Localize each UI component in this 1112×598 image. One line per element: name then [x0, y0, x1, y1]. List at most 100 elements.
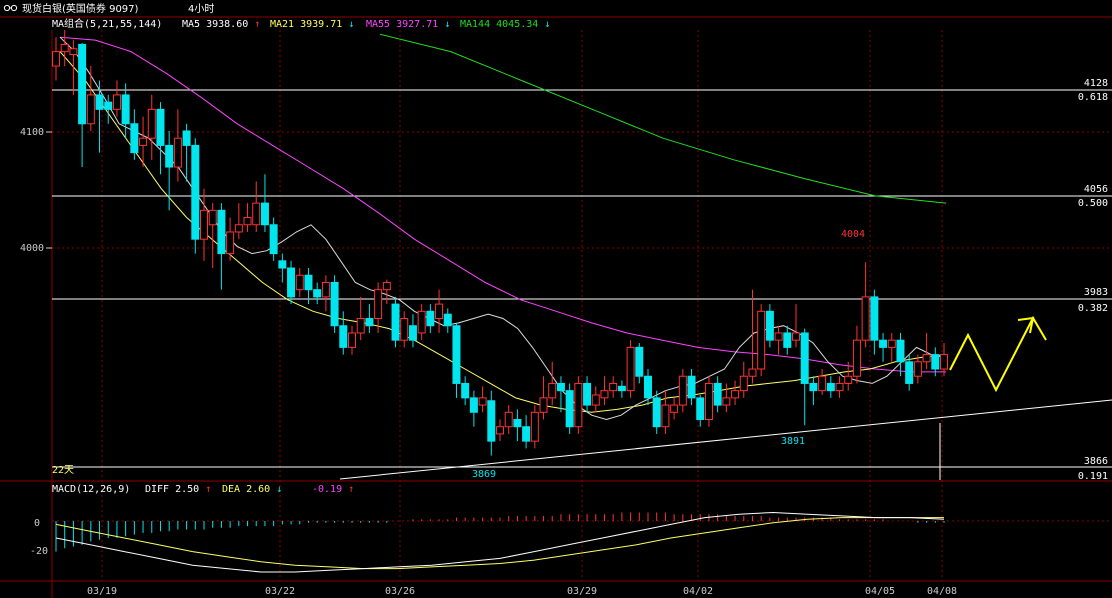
candle	[252, 181, 261, 232]
x-tick-0326: 03/26	[385, 586, 415, 597]
candle-body	[548, 382, 557, 399]
candle-body	[748, 368, 757, 377]
candle	[426, 304, 435, 333]
x-tick-0329: 03/29	[567, 586, 597, 597]
ma-legend: MA组合(5,21,55,144) MA5 3938.60 ↑ MA21 393…	[52, 17, 550, 30]
candle-body	[870, 296, 879, 341]
candle-body	[809, 382, 818, 392]
candle-body	[330, 281, 339, 327]
candle-body	[287, 267, 296, 298]
candle-body	[417, 310, 426, 334]
candle-body	[339, 325, 348, 348]
y-tick-4100: 4100	[20, 127, 44, 138]
candle	[330, 275, 339, 333]
candle	[861, 262, 870, 348]
candle-body	[243, 217, 252, 226]
candle-body	[826, 382, 835, 392]
candle-body	[704, 382, 713, 421]
candle	[60, 30, 69, 67]
candle	[217, 203, 226, 290]
projection-arrowhead	[1017, 316, 1035, 334]
candle	[208, 203, 217, 269]
fib-ratio-0382: 0.382	[1078, 303, 1108, 314]
candle	[739, 361, 748, 398]
candle	[713, 376, 722, 413]
candle-body	[670, 404, 679, 413]
macd-panel	[55, 511, 945, 573]
candle-body	[269, 224, 278, 255]
candle	[182, 123, 191, 182]
candle	[844, 361, 853, 391]
candle-body	[539, 397, 548, 413]
candle-body	[139, 137, 148, 146]
candle-body	[783, 332, 792, 348]
candle-body	[391, 303, 400, 341]
candle	[313, 282, 322, 305]
candle	[339, 311, 348, 355]
candle	[356, 296, 365, 341]
candle-body	[461, 382, 470, 399]
candle	[95, 80, 104, 153]
ma21-legend: MA21 3939.71 ↓	[270, 19, 354, 30]
candle	[234, 203, 243, 240]
candle	[896, 332, 905, 377]
candle-body	[321, 281, 330, 298]
candle	[913, 354, 922, 384]
candle	[809, 376, 818, 406]
candle-body	[661, 404, 670, 428]
candle	[200, 188, 208, 261]
candle	[52, 37, 60, 81]
fib-ratio-0191: 0.191	[1078, 471, 1108, 482]
bars-count-label: 22天	[52, 465, 74, 476]
candle-body	[295, 274, 304, 291]
ma55-legend: MA55 3927.71 ↓	[366, 19, 450, 30]
candle-body	[443, 313, 452, 327]
candle	[496, 419, 504, 442]
candle	[104, 94, 113, 124]
candle	[321, 275, 330, 312]
high-label: 4004	[841, 229, 865, 240]
candle	[661, 390, 670, 434]
candle-body	[696, 397, 705, 421]
fib-price-4128: 4128	[1084, 78, 1108, 89]
candle-body	[896, 339, 905, 363]
candle	[852, 325, 861, 384]
fib-price-3866: 3866	[1084, 456, 1108, 467]
candle	[173, 109, 182, 182]
ma144-line	[379, 33, 947, 204]
candle-body	[844, 375, 853, 384]
macd-y-tick-neg20: -20	[30, 546, 48, 557]
ma144-legend: MA144 4045.34 ↓	[460, 19, 550, 30]
candle-body	[217, 209, 226, 255]
macd-value: -0.19 ↑	[312, 484, 354, 495]
candle	[112, 80, 121, 117]
candle	[278, 253, 287, 283]
candle-body	[487, 400, 496, 442]
candle	[513, 409, 522, 442]
candle	[765, 304, 774, 348]
candle	[78, 42, 87, 168]
candle-body	[408, 325, 417, 341]
candle-body	[348, 332, 356, 348]
ma5-legend: MA5 3938.60 ↑	[182, 19, 260, 30]
candle	[617, 380, 626, 398]
candle	[626, 340, 635, 398]
x-tick-0402: 04/02	[683, 586, 713, 597]
candle	[391, 296, 400, 348]
candle-body	[774, 332, 783, 341]
candle-body	[852, 339, 861, 377]
candle-body	[609, 382, 618, 392]
candle-body	[147, 108, 156, 139]
candle	[635, 343, 644, 384]
candle	[469, 390, 478, 427]
candle-body	[887, 339, 896, 348]
candle-body	[182, 130, 191, 146]
candle	[417, 304, 426, 341]
candle	[530, 405, 539, 449]
candle	[487, 390, 496, 456]
period-label: 4小时	[188, 3, 214, 15]
macd-label: MACD(12,26,9)	[52, 484, 130, 495]
candle-body	[356, 318, 365, 334]
candle	[731, 380, 740, 406]
